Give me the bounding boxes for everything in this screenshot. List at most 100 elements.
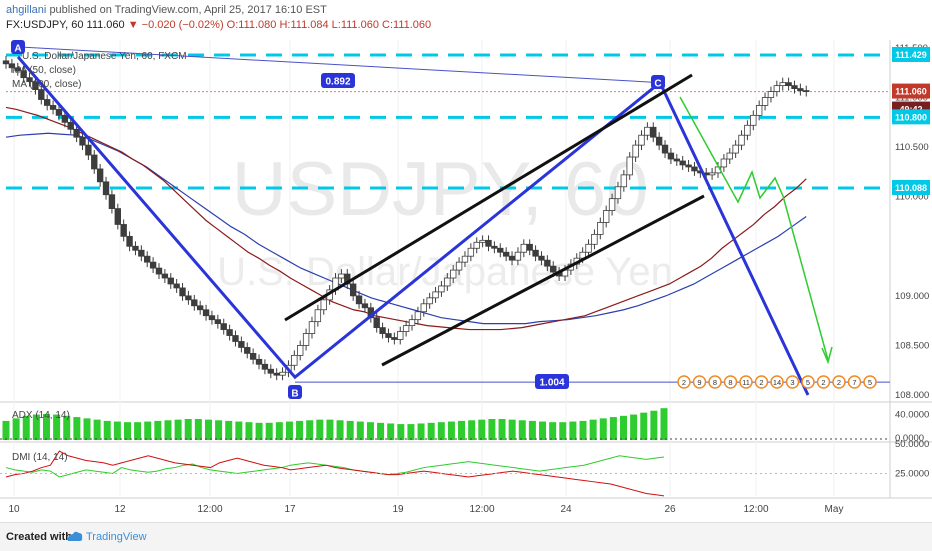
candle <box>797 88 804 91</box>
point-c-label: C <box>654 79 661 90</box>
candle <box>32 81 39 90</box>
candle <box>261 363 269 370</box>
price-badge-price <box>892 83 930 99</box>
event-marker-label: 3 <box>790 378 794 387</box>
candle <box>673 158 680 162</box>
tradingview-brand-link[interactable]: TradingView <box>86 531 147 543</box>
watermark-symbol: USDJPY, 60 <box>232 147 649 232</box>
candle <box>149 261 157 269</box>
candle <box>438 285 445 293</box>
candle <box>302 333 310 346</box>
candle <box>444 277 451 287</box>
candle <box>532 249 539 257</box>
candle <box>738 134 745 146</box>
candle <box>132 245 139 251</box>
economic-event-marker <box>847 375 862 389</box>
candle <box>414 311 422 321</box>
event-marker-label: 8 <box>728 378 732 387</box>
candle <box>450 269 457 279</box>
point-a-label-bg <box>11 40 25 54</box>
price-badge-text: 110.088 <box>895 183 927 193</box>
point-b-label-bg <box>288 385 302 399</box>
candle <box>803 90 810 92</box>
candle <box>49 105 57 110</box>
candle <box>691 166 698 172</box>
adx-axis-label: 0.0000 <box>895 433 924 444</box>
candle <box>408 319 416 327</box>
candle <box>361 303 369 309</box>
candle <box>773 85 781 92</box>
point-a-label: A <box>14 44 21 55</box>
event-marker-label: 7 <box>852 378 856 387</box>
candle <box>26 77 33 83</box>
ratio-1004-label: 1.004 <box>539 378 564 389</box>
adx-axis-label: 40.0000 <box>895 410 929 421</box>
forecast-arrow-head <box>821 346 833 365</box>
candle <box>420 303 427 313</box>
candle <box>667 152 675 160</box>
candle <box>655 136 663 146</box>
candle <box>638 134 645 146</box>
price-axis-label: 108.500 <box>895 340 929 351</box>
adx-label: ADX (14, 14) <box>12 410 70 421</box>
candle <box>8 63 16 69</box>
candle <box>338 273 345 279</box>
candle <box>96 168 104 183</box>
candle <box>267 368 274 374</box>
candle <box>750 114 757 126</box>
candle <box>508 255 516 261</box>
candle <box>102 181 110 196</box>
candle <box>291 354 298 366</box>
economic-event-marker <box>692 375 707 389</box>
price-badge-text: 110.800 <box>895 112 927 122</box>
event-marker-label: 2 <box>821 378 825 387</box>
published-text: published on TradingView.com, April 25, … <box>49 4 327 16</box>
candle <box>791 85 798 89</box>
candle <box>179 287 186 297</box>
candle <box>244 347 251 354</box>
candle <box>614 186 622 200</box>
event-marker-label: 2 <box>837 378 841 387</box>
candle <box>626 156 633 176</box>
candle <box>91 154 98 170</box>
candle <box>602 210 610 223</box>
candle <box>173 283 180 289</box>
time-axis-label: 24 <box>560 504 572 515</box>
price-badge-level <box>892 46 930 62</box>
candle <box>650 126 657 138</box>
candle <box>255 358 263 365</box>
economic-event-marker <box>677 375 691 389</box>
candle <box>191 299 198 307</box>
dmi-label: DMI (14, 14) <box>12 452 68 463</box>
candle <box>43 99 51 106</box>
author-link[interactable]: ahgillani <box>6 4 47 16</box>
chart-canvas[interactable]: USDJPY, 60U.S. Dollar/Japanese YenABC0.8… <box>0 0 932 522</box>
candle <box>461 255 469 263</box>
candle <box>120 224 127 237</box>
candle <box>544 259 551 267</box>
symbol-label[interactable]: FX:USDJPY, 60 <box>6 19 84 31</box>
candle <box>38 89 45 100</box>
economic-event-marker <box>816 375 831 389</box>
event-marker-label: 5 <box>868 378 872 387</box>
candle <box>108 194 116 209</box>
candle <box>214 319 222 325</box>
time-axis-label: 19 <box>392 504 404 515</box>
ratio-0892-label: 0.892 <box>325 77 350 88</box>
candle <box>73 128 80 138</box>
price-axis-label: 110.500 <box>895 142 929 153</box>
candle <box>220 323 227 330</box>
candle <box>491 245 498 249</box>
candle <box>297 345 304 356</box>
symbol-line: FX:USDJPY, 60 111.060 ▼ −0.020 (−0.02%) … <box>6 19 431 31</box>
candle <box>320 299 327 311</box>
time-axis-label: 10 <box>8 504 20 515</box>
candle <box>185 295 192 301</box>
economic-event-marker <box>863 375 877 389</box>
price-badge-text: 111.429 <box>895 50 927 60</box>
candle <box>279 371 286 376</box>
candle <box>661 144 669 154</box>
legend-ma50: MA (50, close) <box>12 65 76 76</box>
economic-event-marker <box>785 375 800 389</box>
candle <box>608 198 616 211</box>
